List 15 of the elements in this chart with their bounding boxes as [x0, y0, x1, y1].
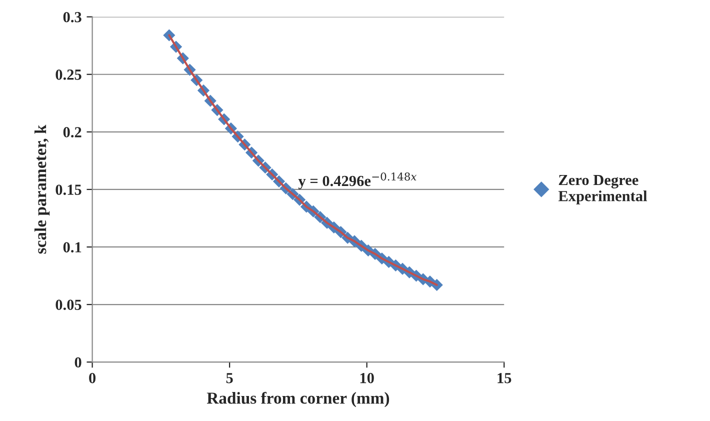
y-axis-title: scale parameter, k — [34, 124, 50, 254]
legend-label: Zero Degree Experimental — [558, 175, 648, 204]
x-tick-label: 5 — [226, 373, 233, 384]
y-tick-label: 0.3 — [63, 12, 82, 22]
y-tick-label: 0 — [74, 357, 82, 368]
y-tick-label: 0.2 — [63, 127, 82, 138]
y-tick-label: 0.1 — [63, 242, 82, 253]
x-axis-title: Radius from corner (mm) — [206, 392, 390, 408]
x-tick-label: 15 — [498, 372, 512, 384]
y-tick-label: 0.15 — [56, 184, 82, 195]
x-tick-label: 0 — [89, 372, 96, 384]
x-tick-label: 10 — [360, 372, 374, 384]
annotation: y = 0.4296e$^{−0.148x}$ — [298, 172, 417, 190]
y-tick-label: 0.05 — [56, 300, 82, 310]
y-tick-label: 0.25 — [56, 70, 82, 80]
